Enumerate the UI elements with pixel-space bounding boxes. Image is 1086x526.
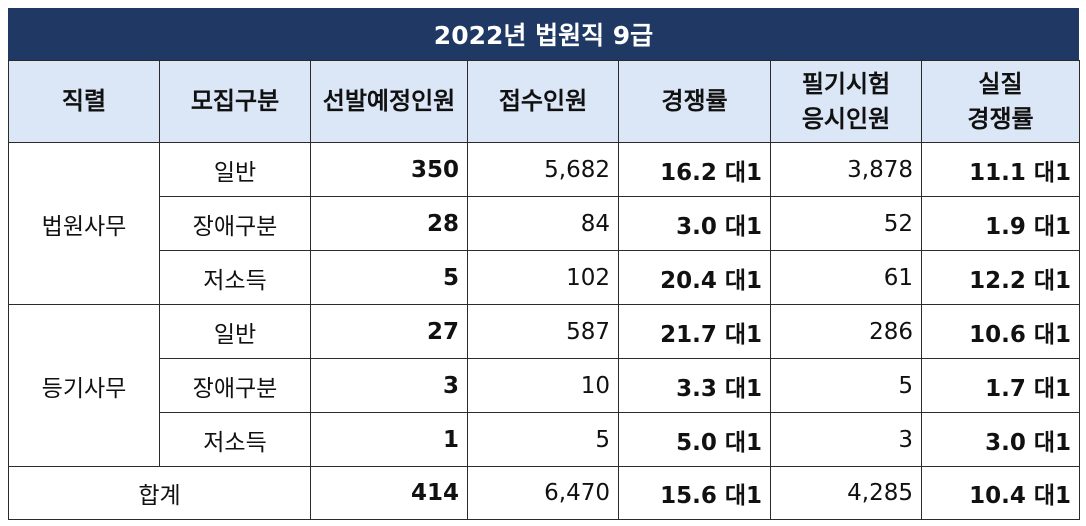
planned-cell: 3	[310, 358, 468, 413]
header-planned: 선발예정인원	[310, 60, 468, 143]
takers-cell: 3	[770, 412, 922, 467]
recruit-type-cell: 일반	[159, 304, 311, 359]
competition-table: 직렬 모집구분 선발예정인원 접수인원 경쟁률 필기시험 응시인원 실질 경쟁률 법…	[8, 60, 1080, 520]
applicants-cell: 84	[467, 196, 619, 251]
recruit-type-cell: 장애구분	[159, 358, 311, 413]
applicants-cell: 587	[467, 304, 619, 359]
total-row: 합계 414 6,470 15.6 대1 4,285 10.4 대1	[8, 466, 1080, 520]
real-ratio-cell: 11.1 대1	[921, 142, 1080, 197]
planned-cell: 350	[310, 142, 468, 197]
header-ratio: 경쟁률	[618, 60, 771, 143]
real-ratio-cell: 12.2 대1	[921, 250, 1080, 305]
table-row: 법원사무 일반 350 5,682 16.2 대1 3,878 11.1 대1	[8, 142, 1080, 305]
recruit-type-cell: 장애구분	[159, 196, 311, 251]
real-ratio-cell: 1.9 대1	[921, 196, 1080, 251]
header-real-ratio-line2: 경쟁률	[967, 104, 1034, 133]
real-ratio-cell: 3.0 대1	[921, 412, 1080, 467]
table-row: 장애구분 28 84 3.0 대1 52 1.9 대1	[9, 196, 1080, 251]
planned-cell: 28	[310, 196, 468, 251]
applicants-cell: 102	[467, 250, 619, 305]
takers-cell: 61	[770, 250, 922, 305]
header-exam-takers-line1: 필기시험	[801, 69, 891, 98]
header-position: 직렬	[8, 60, 160, 143]
recruit-type-cell: 일반	[159, 142, 311, 197]
takers-cell: 5	[770, 358, 922, 413]
total-ratio: 15.6 대1	[618, 466, 771, 520]
recruit-type-cell: 저소득	[159, 412, 311, 467]
table-row: 저소득 1 5 5.0 대1 3 3.0 대1	[9, 412, 1080, 467]
applicants-cell: 10	[467, 358, 619, 413]
ratio-cell: 5.0 대1	[618, 412, 771, 467]
total-applicants: 6,470	[467, 466, 619, 520]
applicants-cell: 5	[467, 412, 619, 467]
table-row: 등기사무 일반 27 587 21.7 대1 286 10.6 대1	[8, 304, 1080, 467]
planned-cell: 27	[310, 304, 468, 359]
header-recruit-type: 모집구분	[159, 60, 311, 143]
ratio-cell: 16.2 대1	[618, 142, 771, 197]
header-exam-takers-line2: 응시인원	[801, 104, 891, 133]
real-ratio-cell: 10.6 대1	[921, 304, 1080, 359]
recruit-type-cell: 저소득	[159, 250, 311, 305]
total-label: 합계	[8, 466, 311, 520]
table-row: 저소득 5 102 20.4 대1 61 12.2 대1	[9, 250, 1080, 305]
ratio-cell: 20.4 대1	[618, 250, 771, 305]
group-name: 법원사무	[8, 142, 160, 305]
total-planned: 414	[310, 466, 468, 520]
ratio-cell: 3.0 대1	[618, 196, 771, 251]
ratio-cell: 3.3 대1	[618, 358, 771, 413]
header-applicants: 접수인원	[467, 60, 619, 143]
takers-cell: 286	[770, 304, 922, 359]
planned-cell: 5	[310, 250, 468, 305]
table-title: 2022년 법원직 9급	[8, 8, 1079, 60]
applicants-cell: 5,682	[467, 142, 619, 197]
total-real-ratio: 10.4 대1	[921, 466, 1080, 520]
planned-cell: 1	[310, 412, 468, 467]
table-row: 장애구분 3 10 3.3 대1 5 1.7 대1	[9, 358, 1080, 413]
takers-cell: 52	[770, 196, 922, 251]
ratio-cell: 21.7 대1	[618, 304, 771, 359]
competition-table-container: 2022년 법원직 9급 직렬 모집구분 선발예정인원 접수인원 경쟁률 필기시…	[8, 8, 1080, 520]
group-name: 등기사무	[8, 304, 160, 467]
header-row: 직렬 모집구분 선발예정인원 접수인원 경쟁률 필기시험 응시인원 실질 경쟁률	[8, 60, 1080, 143]
takers-cell: 3,878	[770, 142, 922, 197]
total-takers: 4,285	[770, 466, 922, 520]
header-real-ratio-line1: 실질	[978, 69, 1023, 98]
real-ratio-cell: 1.7 대1	[921, 358, 1080, 413]
